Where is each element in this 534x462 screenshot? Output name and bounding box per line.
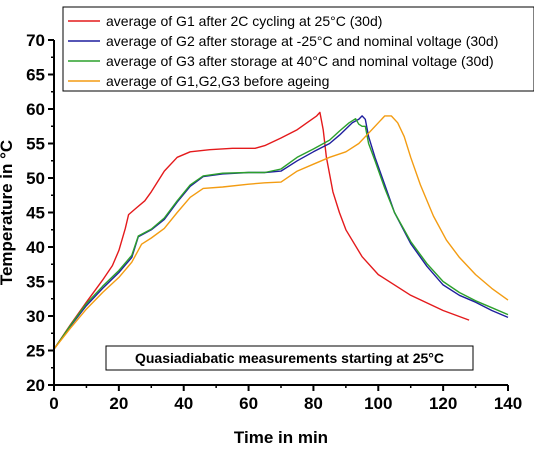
series-line-3: [53, 118, 509, 350]
x-tick-label: 60: [239, 394, 258, 413]
y-tick-label: 65: [26, 66, 45, 85]
y-axis-title: Temperature in °C: [0, 140, 16, 285]
x-tick-label: 140: [494, 394, 522, 413]
series-line-1: [53, 111, 470, 350]
y-tick-label: 30: [26, 307, 45, 326]
x-tick-label: 100: [364, 394, 392, 413]
legend: average of G1 after 2C cycling at 25°C (…: [62, 6, 534, 92]
plot-series-group: [53, 111, 509, 350]
y-tick-label: 70: [26, 31, 45, 50]
x-tick-label: 20: [109, 394, 128, 413]
y-tick-label: 20: [26, 376, 45, 395]
y-tick-label: 25: [26, 342, 45, 361]
x-tick-label: 40: [174, 394, 193, 413]
x-tick-label: 0: [49, 394, 58, 413]
x-axis-title: Time in min: [234, 428, 328, 447]
y-tick-label: 55: [26, 135, 45, 154]
series-line-4: [53, 115, 509, 350]
legend-label-2: average of G2 after storage at -25°C and…: [106, 33, 498, 49]
y-tick-label: 40: [26, 238, 45, 257]
y-tick-label: 35: [26, 273, 45, 292]
x-tick-label: 80: [304, 394, 323, 413]
annotation-border: [105, 345, 474, 371]
y-tick-label: 45: [26, 204, 45, 223]
series-line-2: [53, 115, 509, 350]
y-tick-label: 60: [26, 100, 45, 119]
legend-label-4: average of G1,G2,G3 before ageing: [106, 73, 329, 89]
legend-label-3: average of G3 after storage at 40°C and …: [106, 53, 494, 69]
legend-box: [62, 6, 534, 92]
annotation-box: Quasiadiabatic measurements starting at …: [105, 345, 474, 371]
annotation-text: Quasiadiabatic measurements starting at …: [135, 350, 444, 366]
x-tick-label: 120: [429, 394, 457, 413]
legend-label-1: average of G1 after 2C cycling at 25°C (…: [106, 13, 382, 29]
axes-group: [53, 40, 508, 386]
y-tick-label: 50: [26, 169, 45, 188]
